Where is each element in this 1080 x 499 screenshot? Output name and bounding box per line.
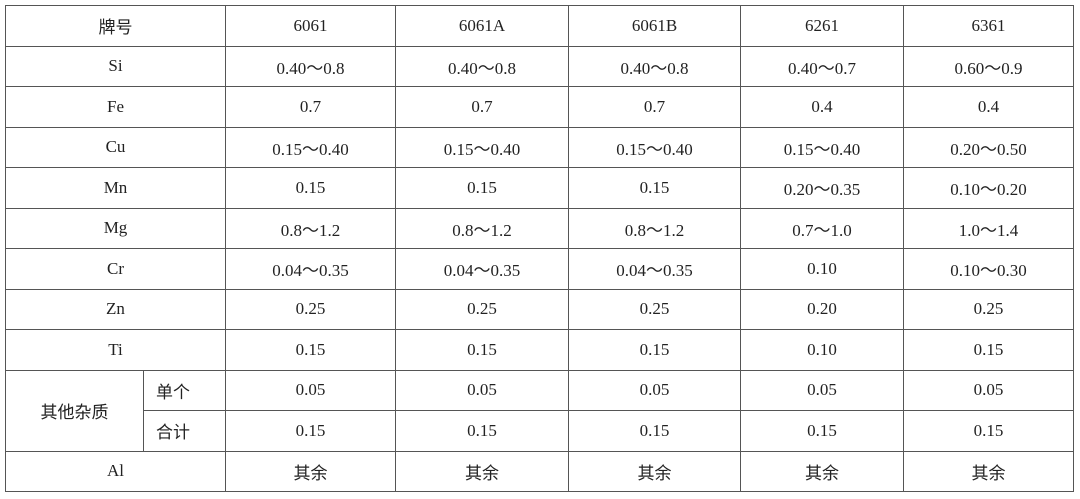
table-body: 牌号 6061 6061A 6061B 6261 6361 Si 0.40～0.8 0.40～0…: [5, 5, 1074, 492]
value-cell: 0.15: [568, 410, 741, 452]
table-row: Zn 0.25 0.25 0.25 0.20 0.25: [5, 288, 1074, 330]
value-cell: 0.4: [903, 86, 1074, 128]
value-cell: 0.15: [225, 410, 396, 452]
value-cell: 0.05: [740, 369, 904, 411]
value-cell: 0.7～1.0: [740, 207, 904, 249]
value-cell: 0.40～0.8: [568, 45, 741, 87]
header-cell: 6361: [903, 5, 1074, 47]
value-cell: 0.40～0.8: [395, 45, 569, 87]
value-cell: 0.20～0.50: [903, 126, 1074, 168]
value-cell: 0.04～0.35: [225, 248, 396, 290]
table-row: 其他杂质 单个 0.05 0.05 0.05 0.05 0.05: [5, 369, 1074, 452]
value-cell: 0.05: [568, 369, 741, 411]
value-cell: 0.04～0.35: [568, 248, 741, 290]
row-label: Cu: [5, 126, 226, 168]
value-cell: 0.7: [225, 86, 396, 128]
table-row: Ti 0.15 0.15 0.15 0.10 0.15: [5, 329, 1074, 371]
value-cell: 0.15: [225, 167, 396, 209]
value-cell: 0.25: [903, 288, 1074, 330]
value-cell: 0.8～1.2: [395, 207, 569, 249]
value-cell: 0.15: [903, 329, 1074, 371]
value-cell: 0.15: [395, 167, 569, 209]
value-cell: 0.40～0.7: [740, 45, 904, 87]
value-cell: 0.05: [225, 369, 396, 411]
composition-table: 牌号 6061 6061A 6061B 6261 6361 Si 0.40～0.8 0.40～0…: [5, 5, 1074, 492]
table-row: Si 0.40～0.8 0.40～0.8 0.40～0.8 0.40～0.7 0.60～0…: [5, 45, 1074, 87]
sub-label: 合计: [143, 410, 226, 452]
value-cell: 0.15: [395, 329, 569, 371]
table-row: Mn 0.15 0.15 0.15 0.20～0.35 0.10～0.20: [5, 167, 1074, 209]
value-cell: 0.10～0.20: [903, 167, 1074, 209]
table-row: Cu 0.15～0.40 0.15～0.40 0.15～0.40 0.15～0.40 0.…: [5, 126, 1074, 168]
header-cell: 6261: [740, 5, 904, 47]
row-label: Fe: [5, 86, 226, 128]
value-cell: 0.8～1.2: [225, 207, 396, 249]
value-cell: 0.7: [568, 86, 741, 128]
value-cell: 0.8～1.2: [568, 207, 741, 249]
table-row: Mg 0.8～1.2 0.8～1.2 0.8～1.2 0.7～1.0 1.0～1.4: [5, 207, 1074, 249]
value-cell: 0.05: [395, 369, 569, 411]
header-cell: 6061A: [395, 5, 569, 47]
table-row: Cr 0.04～0.35 0.04～0.35 0.04～0.35 0.10 0.10～0.…: [5, 248, 1074, 290]
row-label: Si: [5, 45, 226, 87]
header-cell: 6061: [225, 5, 396, 47]
value-cell: 0.15: [225, 329, 396, 371]
value-cell: 0.10: [740, 248, 904, 290]
value-cell: 0.60～0.9: [903, 45, 1074, 87]
header-label: 牌号: [5, 5, 226, 47]
value-cell: 0.4: [740, 86, 904, 128]
value-cell: 0.15～0.40: [740, 126, 904, 168]
row-label: Mg: [5, 207, 226, 249]
value-cell: 其余: [225, 450, 396, 492]
value-cell: 1.0～1.4: [903, 207, 1074, 249]
value-cell: 0.20: [740, 288, 904, 330]
value-cell: 0.15: [395, 410, 569, 452]
value-cell: 0.10～0.30: [903, 248, 1074, 290]
row-label: Zn: [5, 288, 226, 330]
value-cell: 0.15: [568, 167, 741, 209]
value-cell: 0.15: [903, 410, 1074, 452]
value-cell: 0.15～0.40: [395, 126, 569, 168]
value-cell: 0.25: [568, 288, 741, 330]
value-cell: 0.25: [395, 288, 569, 330]
row-label: Ti: [5, 329, 226, 371]
value-cell: 0.25: [225, 288, 396, 330]
row-label: Mn: [5, 167, 226, 209]
value-cell: 0.05: [903, 369, 1074, 411]
value-cell: 其余: [568, 450, 741, 492]
value-cell: 0.04～0.35: [395, 248, 569, 290]
value-cell: 0.15: [568, 329, 741, 371]
header-cell: 6061B: [568, 5, 741, 47]
table-row: 合计 0.15 0.15 0.15 0.15 0.15: [6, 410, 1074, 452]
value-cell: 其余: [395, 450, 569, 492]
group-label: 其他杂质: [5, 369, 144, 452]
value-cell: 0.40～0.8: [225, 45, 396, 87]
table-row: 牌号 6061 6061A 6061B 6261 6361: [5, 5, 1074, 47]
value-cell: 0.10: [740, 329, 904, 371]
value-cell: 0.20～0.35: [740, 167, 904, 209]
row-label: Al: [5, 450, 226, 492]
value-cell: 0.15: [740, 410, 904, 452]
value-cell: 其余: [740, 450, 904, 492]
value-cell: 0.15～0.40: [568, 126, 741, 168]
value-cell: 其余: [903, 450, 1074, 492]
row-label: Cr: [5, 248, 226, 290]
sub-label: 单个: [143, 369, 226, 411]
value-cell: 0.15～0.40: [225, 126, 396, 168]
table-row: Al 其余 其余 其余 其余 其余: [5, 450, 1074, 492]
table-row: Fe 0.7 0.7 0.7 0.4 0.4: [5, 86, 1074, 128]
value-cell: 0.7: [395, 86, 569, 128]
